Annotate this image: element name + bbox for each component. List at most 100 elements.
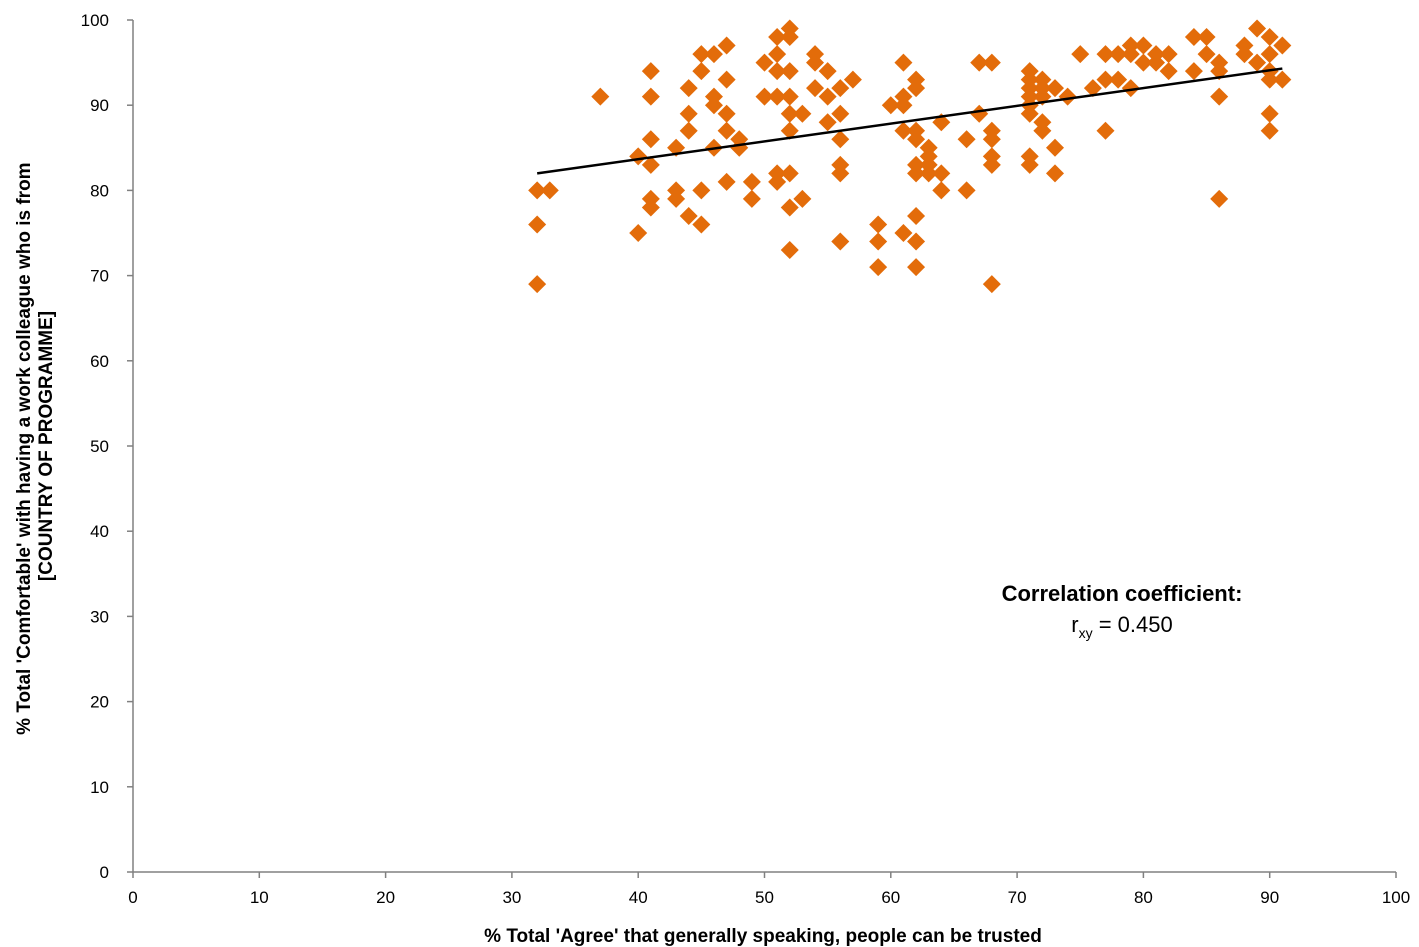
y-axis-title: % Total 'Comfortable' with having a work… <box>14 157 57 735</box>
data-point <box>717 172 736 191</box>
data-point <box>780 62 799 81</box>
data-point <box>831 164 850 183</box>
data-point <box>1096 70 1115 89</box>
data-point <box>692 181 711 200</box>
data-points <box>528 19 1292 294</box>
data-point <box>894 121 913 140</box>
data-point <box>1020 155 1039 174</box>
data-point <box>1045 164 1064 183</box>
data-point <box>982 275 1001 294</box>
x-tick-label: 90 <box>1260 888 1279 907</box>
data-point <box>679 104 698 123</box>
trendline <box>536 67 1283 175</box>
x-ticks: 0 10 20 30 40 50 60 70 80 90 100 <box>128 872 1410 907</box>
data-point <box>1260 104 1279 123</box>
data-point <box>1197 45 1216 64</box>
y-tick-label: 50 <box>90 437 109 456</box>
data-point <box>831 104 850 123</box>
data-point <box>1197 28 1216 47</box>
y-tick-label: 30 <box>90 607 109 626</box>
data-point <box>843 70 862 89</box>
data-point <box>1134 53 1153 72</box>
data-point <box>1033 121 1052 140</box>
data-point <box>742 189 761 208</box>
x-tick-label: 100 <box>1382 888 1410 907</box>
data-point <box>1020 104 1039 123</box>
annotation-value-text: = 0.450 <box>1093 612 1173 637</box>
data-point <box>755 87 774 106</box>
annotation-subscript: xy <box>1079 625 1093 641</box>
data-point <box>641 130 660 149</box>
data-point <box>1260 70 1279 89</box>
data-point <box>768 45 787 64</box>
y-tick-label: 10 <box>90 778 109 797</box>
data-point <box>1235 45 1254 64</box>
x-tick-label: 0 <box>128 888 137 907</box>
data-point <box>894 224 913 242</box>
data-point <box>907 258 926 277</box>
data-point <box>1260 45 1279 64</box>
data-point <box>717 36 736 55</box>
data-point <box>1134 36 1153 55</box>
data-point <box>717 104 736 123</box>
data-point <box>704 45 723 64</box>
data-point <box>1071 45 1090 64</box>
y-tick-label: 40 <box>90 522 109 541</box>
data-point <box>1058 87 1077 106</box>
data-point <box>1159 62 1178 81</box>
data-point <box>831 232 850 251</box>
data-point <box>831 130 850 149</box>
data-point <box>768 172 787 191</box>
data-point <box>907 79 926 98</box>
data-point <box>692 215 711 234</box>
data-point <box>641 155 660 174</box>
data-point <box>679 206 698 225</box>
data-point <box>641 198 660 217</box>
data-point <box>894 53 913 72</box>
data-point <box>1121 79 1140 98</box>
data-point <box>1159 45 1178 64</box>
y-axis-title-line1: % Total 'Comfortable' with having a work… <box>14 162 35 734</box>
data-point <box>869 258 888 277</box>
data-point <box>932 181 951 200</box>
x-tick-label: 30 <box>502 888 521 907</box>
data-point <box>1184 28 1203 47</box>
x-tick-label: 80 <box>1134 888 1153 907</box>
data-point <box>1210 189 1229 208</box>
data-point <box>982 155 1001 174</box>
data-point <box>1248 53 1267 72</box>
y-tick-label: 0 <box>100 863 109 882</box>
data-point <box>818 87 837 106</box>
data-point <box>1260 121 1279 140</box>
data-point <box>528 275 547 294</box>
data-point <box>1273 36 1292 55</box>
x-tick-label: 20 <box>376 888 395 907</box>
data-point <box>1273 70 1292 89</box>
data-point <box>1096 121 1115 140</box>
data-point <box>982 130 1001 149</box>
data-point <box>957 181 976 200</box>
data-point <box>970 53 989 72</box>
data-point <box>932 164 951 183</box>
data-point <box>894 96 913 115</box>
data-point <box>780 87 799 106</box>
y-tick-label: 90 <box>90 96 109 115</box>
data-point <box>881 96 900 115</box>
data-point <box>982 53 1001 72</box>
data-point <box>540 181 559 200</box>
data-point <box>641 87 660 106</box>
annotation-value: rxy = 0.450 <box>1071 612 1172 641</box>
data-point <box>907 130 926 149</box>
data-point <box>831 79 850 98</box>
data-point <box>768 28 787 47</box>
data-point <box>1045 138 1064 157</box>
y-tick-label: 20 <box>90 693 109 712</box>
data-point <box>806 53 825 72</box>
data-point <box>742 172 761 191</box>
data-point <box>793 104 812 123</box>
x-tick-label: 60 <box>881 888 900 907</box>
data-point <box>1184 62 1203 81</box>
data-point <box>1210 87 1229 106</box>
axes <box>132 20 1396 873</box>
data-point <box>667 189 686 208</box>
